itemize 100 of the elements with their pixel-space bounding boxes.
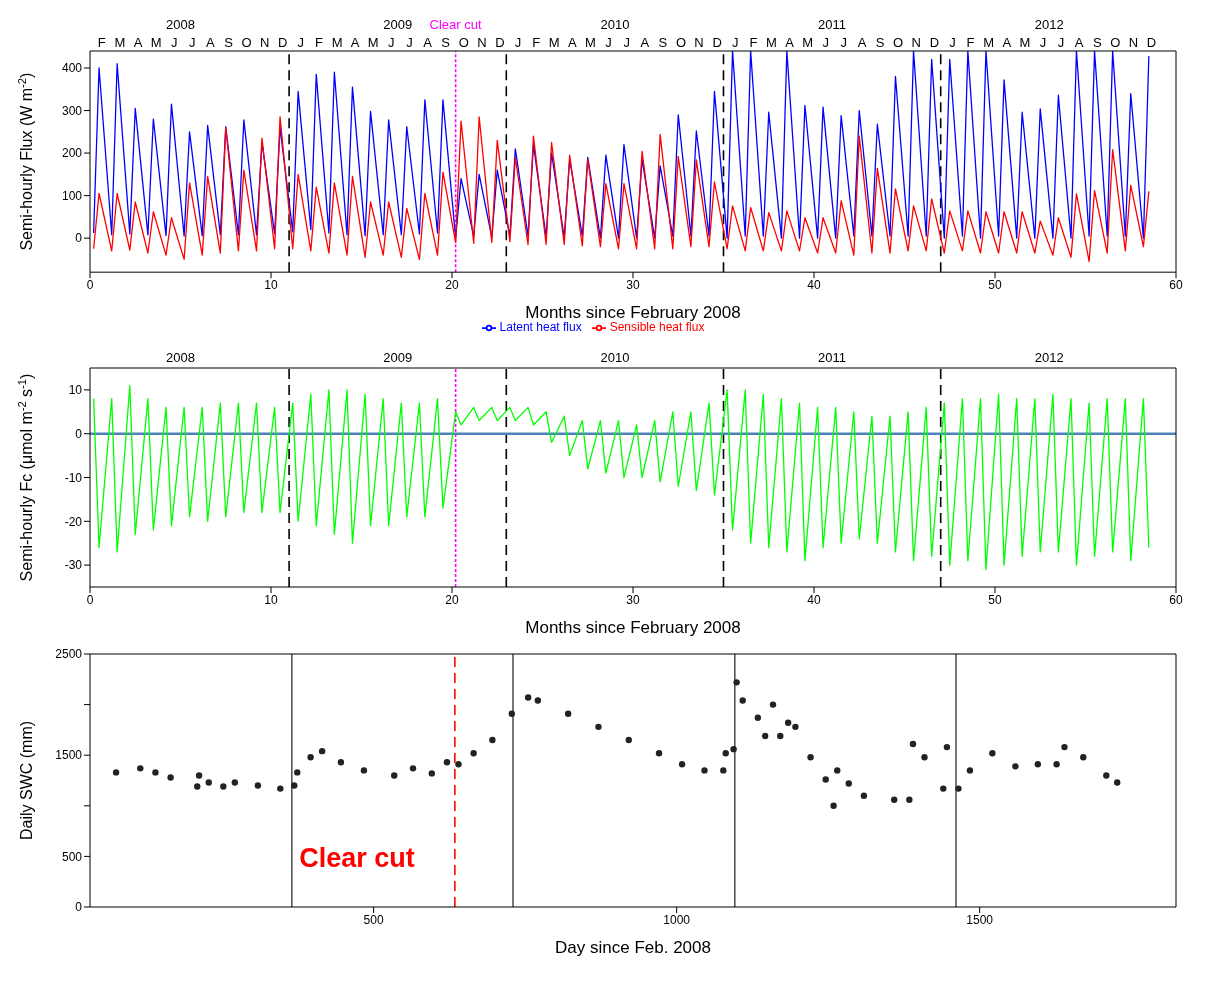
text: F (532, 35, 541, 50)
text: D (712, 35, 722, 50)
x-tick-label: 40 (807, 592, 821, 607)
y-tick-label: 2500 (55, 647, 83, 662)
ref-line-label: Clear cut (299, 843, 415, 873)
x-axis-title: Day since Feb. 2008 (555, 938, 711, 957)
y-tick-label: 100 (61, 188, 83, 203)
x-tick-label: 50 (988, 277, 1002, 292)
text: J (949, 35, 956, 50)
text: O (458, 35, 469, 50)
text: F (749, 35, 758, 50)
y-tick-label: 300 (61, 103, 83, 118)
text: D (278, 35, 288, 50)
text: O (1110, 35, 1121, 50)
text: A (1074, 35, 1084, 50)
y-tick-label: -20 (64, 514, 83, 529)
text: N (477, 35, 487, 50)
y-tick-label: -10 (64, 470, 83, 485)
text: O (893, 35, 904, 50)
text: 2008 (166, 17, 195, 32)
text: D (929, 35, 940, 50)
text: 2010 (600, 17, 630, 32)
y-tick-label: 0 (75, 231, 83, 246)
text: M (983, 35, 995, 50)
text: A (350, 35, 360, 50)
text: J (822, 35, 830, 50)
text: A (857, 35, 867, 50)
text: S (658, 35, 668, 50)
text: J (605, 35, 612, 50)
text: J (1057, 35, 1065, 50)
x-tick-label: 30 (626, 277, 640, 292)
text: J (406, 35, 413, 50)
x-tick-label: 30 (626, 592, 640, 607)
x-axis-title: Months since February 2008 (525, 618, 741, 637)
text: J (840, 35, 848, 50)
x-tick-label: 1000 (663, 912, 691, 927)
text: J (514, 35, 522, 50)
ref-line-label: Clear cut (429, 17, 483, 32)
text: A (785, 35, 795, 50)
text: A (640, 35, 650, 50)
text: M (150, 35, 162, 50)
x-axis-title: Months since February 2008 (525, 303, 741, 323)
text: S (875, 35, 885, 50)
text: S (1092, 35, 1102, 50)
text: 2009 (383, 17, 413, 32)
x-tick-label: 0 (86, 592, 94, 607)
x-tick-label: 60 (1169, 277, 1183, 292)
x-tick-label: 10 (264, 277, 278, 292)
legend-label: Sensible heat flux (609, 320, 705, 335)
text: 2012 (1034, 350, 1064, 365)
y-tick-label: 200 (61, 146, 83, 161)
text: O (241, 35, 252, 50)
text: 2009 (383, 350, 413, 365)
text: J (297, 35, 305, 50)
text: S (441, 35, 451, 50)
text: 2010 (600, 350, 630, 365)
text: N (694, 35, 704, 50)
x-tick-label: 20 (445, 592, 459, 607)
text: F (966, 35, 975, 50)
y-tick-label: 0 (75, 426, 83, 441)
text: M (766, 35, 777, 50)
line-series (92, 384, 1150, 571)
text: O (675, 35, 687, 50)
text: J (170, 35, 178, 50)
text: S (224, 35, 234, 50)
text: J (189, 35, 196, 50)
text: M (802, 35, 814, 50)
x-tick-label: 0 (86, 277, 94, 292)
y-tick-label: 0 (75, 900, 83, 915)
x-tick-label: 40 (807, 277, 821, 292)
text: 2012 (1034, 17, 1064, 32)
text: A (568, 35, 578, 50)
text: M (1019, 35, 1031, 50)
text: N (259, 35, 270, 50)
x-tick-label: 10 (264, 592, 278, 607)
text: M (367, 35, 379, 50)
text: F (314, 35, 323, 50)
y-axis-title: Daily SWC (mm) (18, 720, 35, 841)
line-series (92, 116, 1150, 263)
text: J (1039, 35, 1047, 50)
text: D (1146, 35, 1157, 50)
x-tick-label: 500 (363, 912, 384, 927)
text: A (1002, 35, 1012, 50)
text: D (495, 35, 505, 50)
text: J (388, 35, 395, 50)
x-tick-label: 50 (988, 592, 1002, 607)
text: N (1128, 35, 1139, 50)
y-tick-label: -30 (64, 558, 83, 573)
text: N (911, 35, 921, 50)
y-tick-label: 500 (61, 849, 83, 864)
x-tick-label: 20 (445, 277, 459, 292)
text: M (548, 35, 560, 50)
y-tick-label: 10 (68, 383, 83, 398)
text: M (331, 35, 343, 50)
text: 2011 (818, 17, 847, 32)
text: F (97, 35, 106, 50)
text: 2008 (166, 350, 195, 365)
y-tick-label: 1500 (55, 748, 83, 763)
text: 2011 (818, 350, 847, 365)
text: M (585, 35, 596, 50)
